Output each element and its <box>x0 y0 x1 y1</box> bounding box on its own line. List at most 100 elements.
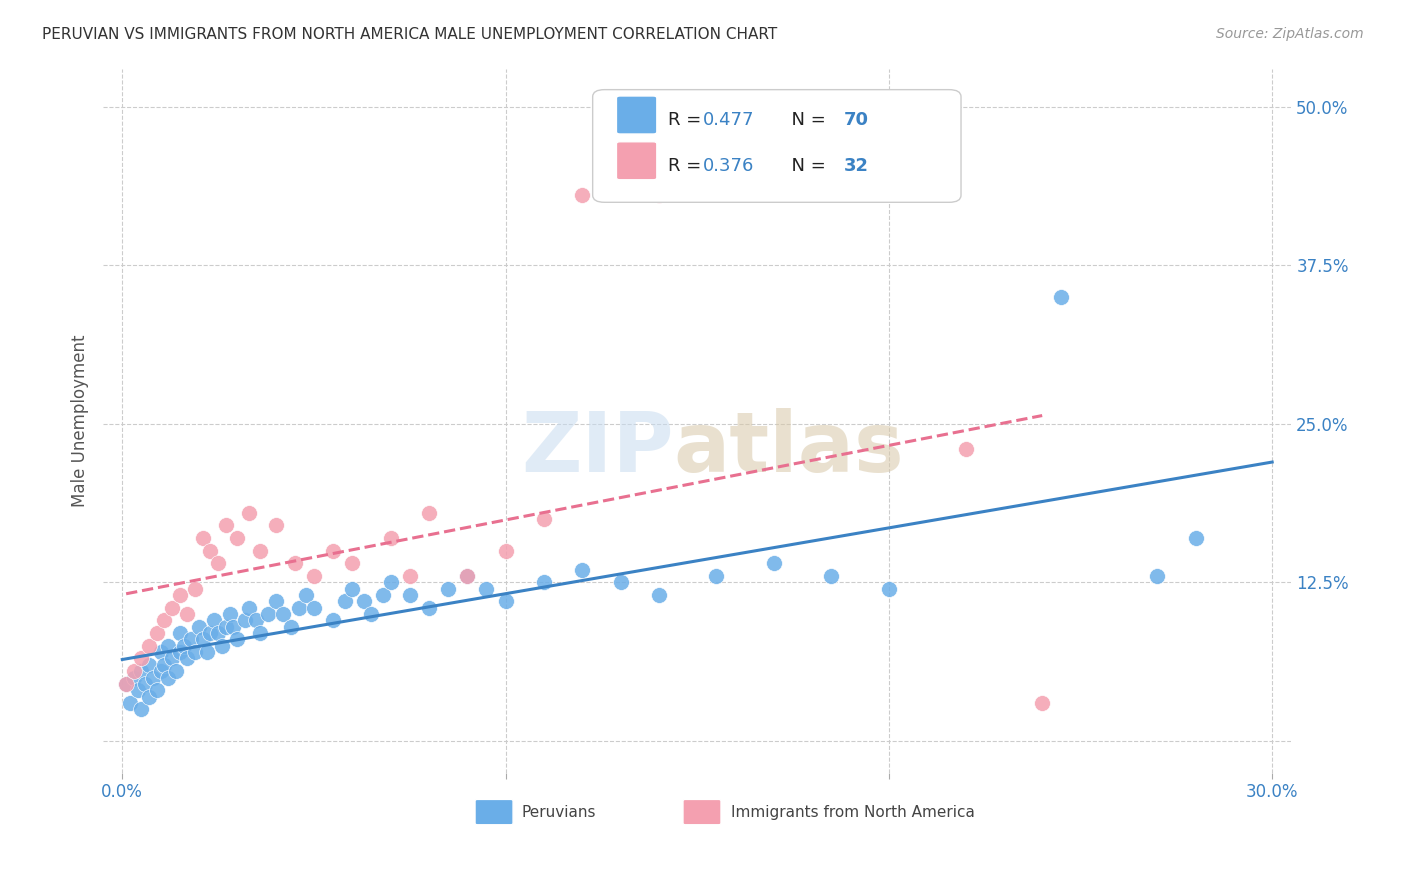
FancyBboxPatch shape <box>593 89 962 202</box>
Point <box>160 600 183 615</box>
Point <box>138 639 160 653</box>
Point <box>437 582 460 596</box>
Point <box>131 702 153 716</box>
Point <box>475 582 498 596</box>
Point <box>157 671 180 685</box>
Point <box>184 582 207 596</box>
Text: 32: 32 <box>844 156 869 175</box>
Point <box>215 620 238 634</box>
Point <box>380 531 402 545</box>
Point <box>180 632 202 647</box>
Point <box>131 651 153 665</box>
Point <box>820 569 842 583</box>
Point <box>149 645 172 659</box>
Text: N =: N = <box>780 111 832 128</box>
Point <box>218 607 240 621</box>
Point <box>1146 569 1168 583</box>
Point <box>571 563 593 577</box>
Point <box>360 607 382 621</box>
Point <box>115 677 138 691</box>
FancyBboxPatch shape <box>616 142 657 180</box>
Point <box>122 671 145 685</box>
Y-axis label: Male Unemployment: Male Unemployment <box>72 334 89 507</box>
Point <box>877 582 900 596</box>
Text: 70: 70 <box>844 111 869 128</box>
Point <box>371 588 394 602</box>
Point <box>280 620 302 634</box>
Text: N =: N = <box>780 156 832 175</box>
Point <box>533 512 555 526</box>
Point <box>648 588 671 602</box>
Point <box>169 645 191 659</box>
Point <box>1031 696 1053 710</box>
Point <box>176 607 198 621</box>
Point <box>118 696 141 710</box>
Point <box>176 651 198 665</box>
Text: PERUVIAN VS IMMIGRANTS FROM NORTH AMERICA MALE UNEMPLOYMENT CORRELATION CHART: PERUVIAN VS IMMIGRANTS FROM NORTH AMERIC… <box>42 27 778 42</box>
Point <box>146 626 169 640</box>
Text: ZIP: ZIP <box>522 409 673 489</box>
Point <box>165 664 187 678</box>
Point <box>153 614 176 628</box>
Point <box>233 614 256 628</box>
Point <box>257 607 280 621</box>
Point <box>762 557 785 571</box>
Point <box>284 557 307 571</box>
Point <box>207 557 229 571</box>
Point <box>134 677 156 691</box>
Point <box>169 588 191 602</box>
Point <box>295 588 318 602</box>
Point <box>222 620 245 634</box>
Point <box>202 614 225 628</box>
Text: Immigrants from North America: Immigrants from North America <box>731 805 974 820</box>
Point <box>173 639 195 653</box>
Point <box>127 683 149 698</box>
Point <box>264 518 287 533</box>
Point <box>264 594 287 608</box>
Point <box>238 506 260 520</box>
Point <box>131 664 153 678</box>
Point <box>287 600 309 615</box>
Point <box>955 442 977 457</box>
Point <box>153 657 176 672</box>
Point <box>456 569 478 583</box>
Point <box>302 600 325 615</box>
Point <box>353 594 375 608</box>
Point <box>142 671 165 685</box>
Point <box>200 543 222 558</box>
Point <box>184 645 207 659</box>
Point <box>138 690 160 704</box>
Point <box>226 531 249 545</box>
Point <box>1050 290 1073 304</box>
Point <box>333 594 356 608</box>
Point <box>215 518 238 533</box>
Point <box>211 639 233 653</box>
Text: Peruvians: Peruvians <box>522 805 596 820</box>
Point <box>149 664 172 678</box>
Point <box>322 614 344 628</box>
FancyBboxPatch shape <box>616 96 657 134</box>
Point <box>157 639 180 653</box>
Point <box>245 614 267 628</box>
Point <box>195 645 218 659</box>
Point <box>191 632 214 647</box>
Point <box>1184 531 1206 545</box>
Text: R =: R = <box>668 111 707 128</box>
Point <box>456 569 478 583</box>
Point <box>160 651 183 665</box>
Point <box>495 594 517 608</box>
Point <box>418 506 440 520</box>
Point <box>495 543 517 558</box>
Point <box>398 569 420 583</box>
Point <box>200 626 222 640</box>
Point <box>249 543 271 558</box>
Point <box>146 683 169 698</box>
Point <box>207 626 229 640</box>
FancyBboxPatch shape <box>475 799 513 825</box>
Point <box>398 588 420 602</box>
Point <box>169 626 191 640</box>
Point <box>138 657 160 672</box>
Text: R =: R = <box>668 156 707 175</box>
Text: atlas: atlas <box>673 409 904 489</box>
Point <box>342 557 364 571</box>
